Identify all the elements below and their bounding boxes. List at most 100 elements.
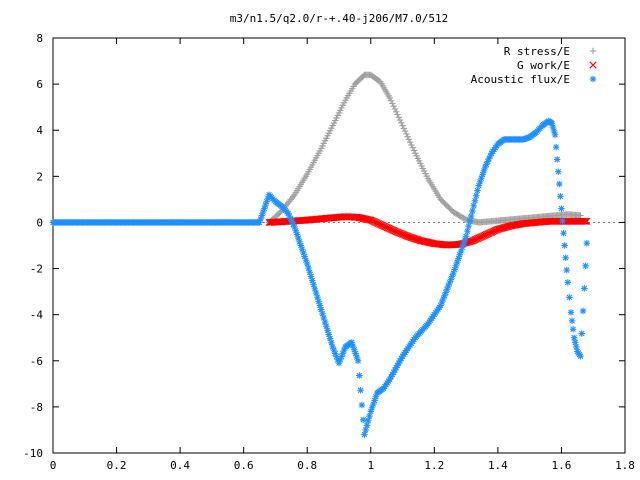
data-point bbox=[408, 141, 415, 149]
data-point bbox=[465, 222, 472, 230]
legend-label: R stress/E bbox=[504, 45, 570, 58]
data-point bbox=[395, 114, 402, 121]
data-point bbox=[400, 125, 408, 132]
data-point bbox=[410, 234, 418, 242]
data-point bbox=[365, 417, 372, 424]
x-tick-label: 1.6 bbox=[552, 459, 572, 472]
chart-title: m3/n1.5/q2.0/r-+.40-j206/M7.0/512 bbox=[230, 12, 449, 25]
data-point bbox=[406, 139, 414, 146]
data-point bbox=[407, 233, 416, 242]
data-point bbox=[390, 103, 397, 110]
data-point bbox=[573, 343, 580, 351]
data-point bbox=[570, 334, 578, 341]
data-point bbox=[551, 131, 559, 139]
data-point bbox=[396, 116, 404, 124]
y-tick-label: -2 bbox=[30, 263, 43, 276]
data-point bbox=[256, 219, 263, 226]
axis-ticks: 0 0.2 0.4 0.6 0.8 1 1.2 1.4 1.6 1.8 8 6 4 2 0 -2 -4 -6 -8 -… bbox=[23, 32, 635, 472]
data-point bbox=[473, 192, 480, 199]
data-point bbox=[389, 100, 396, 107]
plot-frame bbox=[52, 37, 626, 454]
x-tick-label: 0.2 bbox=[107, 459, 127, 472]
data-point bbox=[580, 217, 588, 225]
data-point bbox=[558, 205, 565, 212]
y-tick-label: 0 bbox=[36, 216, 43, 229]
y-tick-label: 8 bbox=[36, 32, 43, 45]
data-point bbox=[406, 233, 414, 241]
x-tick-label: 1.2 bbox=[424, 459, 444, 472]
x-tick-label: 0.8 bbox=[297, 459, 317, 472]
legend-label: Acoustic flux/E bbox=[471, 73, 570, 86]
data-point bbox=[398, 119, 405, 127]
data-point bbox=[579, 307, 587, 315]
data-point bbox=[572, 339, 579, 346]
data-point bbox=[568, 317, 576, 325]
data-point bbox=[564, 279, 571, 286]
y-tick-label: 6 bbox=[36, 78, 43, 91]
data-point bbox=[357, 387, 364, 394]
data-point bbox=[365, 216, 374, 224]
data-point bbox=[583, 239, 591, 247]
legend-label: G work/E bbox=[517, 59, 570, 72]
legend-marker bbox=[589, 75, 597, 83]
data-point bbox=[557, 193, 564, 200]
data-point bbox=[363, 422, 371, 429]
data-point bbox=[567, 309, 575, 316]
data-point bbox=[569, 326, 577, 333]
data-point bbox=[464, 228, 471, 235]
data-point bbox=[403, 130, 410, 138]
data-point bbox=[560, 230, 567, 237]
y-tick-label: 4 bbox=[36, 124, 43, 137]
data-point bbox=[563, 266, 570, 274]
data-point bbox=[401, 127, 409, 135]
series-*-markers bbox=[49, 117, 591, 438]
data-point bbox=[556, 180, 563, 188]
data-point bbox=[566, 294, 573, 301]
data-point bbox=[391, 105, 399, 113]
data-point bbox=[387, 97, 395, 104]
x-tick-label: 1 bbox=[367, 459, 374, 472]
data-point bbox=[467, 237, 475, 245]
data-point bbox=[467, 212, 475, 220]
x-tick-label: 1.4 bbox=[488, 459, 508, 472]
data-point bbox=[386, 94, 394, 102]
data-point bbox=[390, 369, 397, 376]
data-point bbox=[561, 242, 568, 249]
data-point bbox=[583, 217, 591, 225]
data-point bbox=[409, 144, 416, 151]
y-tick-label: -10 bbox=[23, 447, 43, 460]
x-tick-label: 0.4 bbox=[170, 459, 190, 472]
series-+-markers bbox=[265, 71, 584, 226]
data-point bbox=[414, 236, 422, 244]
legend-marker bbox=[589, 61, 597, 69]
data-point bbox=[411, 235, 419, 243]
data-point bbox=[474, 187, 481, 194]
data-point bbox=[582, 217, 590, 225]
data-point bbox=[405, 233, 413, 241]
data-point bbox=[358, 401, 366, 409]
data-point bbox=[555, 168, 562, 175]
data-point bbox=[359, 416, 367, 423]
data-point bbox=[562, 254, 569, 261]
data-point bbox=[462, 233, 470, 240]
data-point bbox=[581, 285, 588, 292]
series-x-markers bbox=[265, 213, 591, 249]
data-point bbox=[356, 372, 363, 379]
data-point bbox=[399, 122, 406, 129]
data-point bbox=[469, 207, 476, 215]
data-point bbox=[409, 234, 417, 242]
data-point bbox=[552, 143, 560, 151]
legend-marker bbox=[589, 47, 597, 55]
data-point bbox=[362, 426, 369, 434]
data-point bbox=[466, 217, 474, 225]
x-tick-label: 0 bbox=[50, 459, 57, 472]
data-point bbox=[404, 133, 411, 140]
y-tick-label: -8 bbox=[30, 401, 43, 414]
data-marks bbox=[49, 71, 591, 438]
data-point bbox=[354, 357, 362, 364]
data-point bbox=[577, 212, 584, 219]
data-point bbox=[394, 111, 401, 118]
